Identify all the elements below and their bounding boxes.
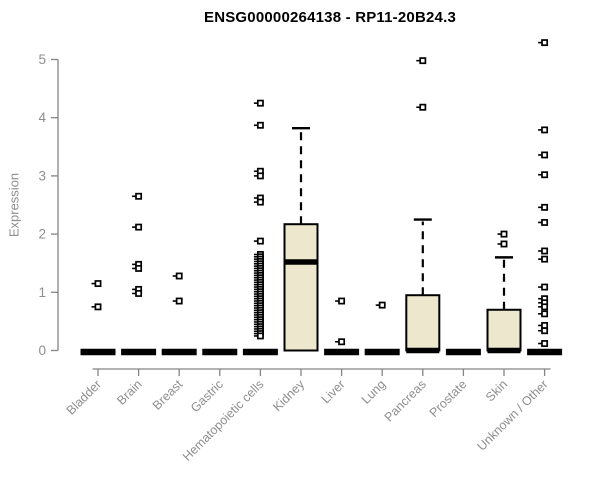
outlier-point <box>541 283 549 291</box>
y-tick-label: 2 <box>38 227 46 242</box>
x-tick-label-kidney: Kidney <box>270 377 307 414</box>
x-tick-label-lung: Lung <box>359 377 389 407</box>
box-kidney <box>283 126 319 352</box>
box-brain <box>121 192 157 356</box>
outlier-point <box>338 297 346 305</box>
x-tick-label-liver: Liver <box>319 377 348 406</box>
outlier-point <box>541 255 549 263</box>
box-unknown-other <box>527 39 563 356</box>
box-liver <box>324 297 360 356</box>
outlier-point <box>256 99 264 107</box>
outlier-point <box>175 272 183 280</box>
outlier-point <box>541 310 549 318</box>
box-skin <box>486 230 522 354</box>
outlier-point <box>500 240 508 248</box>
outlier-point <box>338 338 346 346</box>
y-axis <box>51 58 59 352</box>
y-tick-label: 4 <box>38 110 46 125</box>
outlier-point <box>135 192 143 200</box>
x-tick-label-gastric: Gastric <box>188 377 226 415</box>
outlier-point <box>541 303 549 311</box>
outlier-point <box>541 151 549 159</box>
x-axis <box>92 368 551 376</box>
outlier-point <box>94 280 102 288</box>
outlier-point <box>541 171 549 179</box>
box-rect <box>486 308 522 352</box>
x-tick-label-prostate: Prostate <box>427 377 470 420</box>
x-tick-label-breast: Breast <box>150 377 186 413</box>
outlier-point <box>541 247 549 255</box>
x-tick-label-pancreas: Pancreas <box>382 377 429 424</box>
outlier-point <box>256 172 264 180</box>
outlier-point <box>175 297 183 305</box>
box-breast <box>161 272 197 356</box>
box-rect <box>283 223 319 352</box>
outlier-point <box>135 223 143 231</box>
box-lung <box>364 301 400 356</box>
outlier-point <box>541 39 549 47</box>
x-tick-label-skin: Skin <box>483 377 510 404</box>
box-pancreas <box>405 57 441 354</box>
box-bladder <box>80 280 116 356</box>
outlier-point <box>419 103 427 111</box>
y-tick-label: 0 <box>38 343 46 358</box>
outlier-point <box>256 237 264 245</box>
outlier-point <box>94 303 102 311</box>
outlier-point <box>541 219 549 226</box>
x-tick-label-hematopoietic-cells: Hematopoietic cells <box>180 377 267 464</box>
outlier-point <box>135 290 143 297</box>
y-tick-label: 1 <box>38 285 46 300</box>
outlier-point <box>378 301 386 309</box>
outlier-point <box>541 340 549 347</box>
outlier-point <box>256 198 264 206</box>
outlier-point <box>256 332 264 340</box>
chart-title: ENSG00000264138 - RP11-20B24.3 <box>203 9 456 26</box>
x-tick-label-unknown-other: Unknown / Other <box>474 377 550 453</box>
outlier-point <box>541 126 549 134</box>
x-tick-label-bladder: Bladder <box>64 377 104 417</box>
outlier-point <box>419 57 427 65</box>
outlier-point <box>500 230 508 238</box>
y-tick-label: 3 <box>38 168 46 183</box>
x-tick-label-brain: Brain <box>114 377 145 408</box>
outlier-point <box>541 327 549 335</box>
box-rect <box>405 294 441 352</box>
outlier-point <box>256 121 264 129</box>
outlier-point <box>541 203 549 211</box>
outlier-point <box>135 264 143 272</box>
y-tick-label: 5 <box>38 52 46 67</box>
box-hematopoietic-cells <box>242 99 278 356</box>
